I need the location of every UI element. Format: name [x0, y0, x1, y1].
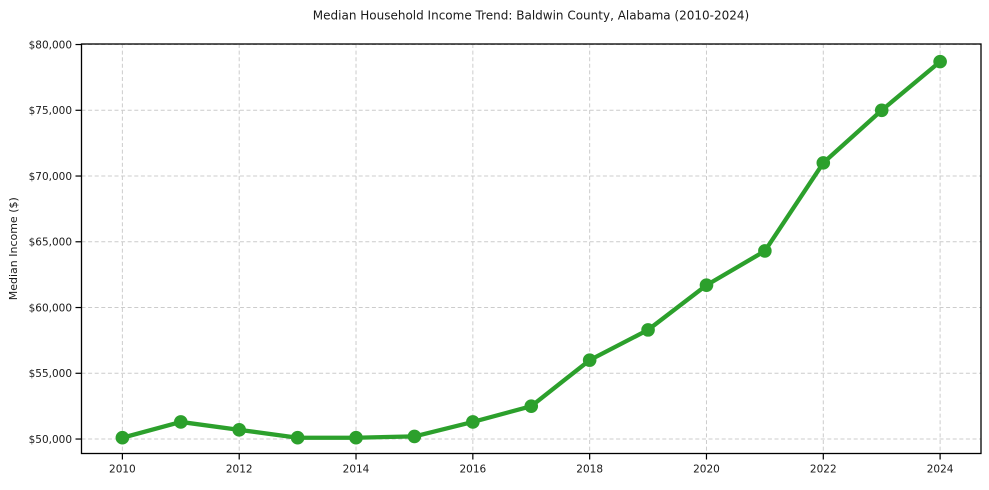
- data-point-marker: [874, 103, 889, 118]
- data-point-marker: [816, 156, 831, 170]
- x-tick-label: 2022: [810, 464, 837, 476]
- plot-border: [80, 43, 982, 455]
- y-tick-labels: $50,000 $55,000 $60,000 $65,000 $70,000 $75,0…: [29, 39, 72, 446]
- data-point-marker: [758, 244, 772, 258]
- x-tick-labels: 2010 2012 2014 2016 2018 2020 2022 2024: [109, 464, 954, 476]
- data-point-marker: [407, 429, 422, 444]
- axis-ticks: [75, 43, 941, 460]
- data-point-marker: [466, 415, 480, 429]
- x-tick-label: 2012: [226, 464, 253, 476]
- data-point-marker: [699, 278, 714, 292]
- data-point-marker: [173, 415, 188, 429]
- data-point-marker: [115, 430, 130, 445]
- y-tick-label: $60,000: [29, 302, 72, 314]
- y-tick-label: $65,000: [29, 237, 72, 249]
- y-tick-label: $80,000: [29, 39, 72, 51]
- y-tick-label: $70,000: [29, 171, 72, 183]
- x-tick-label: 2024: [927, 464, 954, 476]
- chart-title: Median Household Income Trend: Baldwin C…: [313, 9, 749, 23]
- gridlines: [81, 44, 981, 454]
- x-tick-label: 2016: [459, 464, 486, 476]
- data-point-marker: [582, 353, 597, 367]
- data-point-marker: [641, 323, 655, 337]
- x-tick-label: 2020: [693, 464, 720, 476]
- data-point-marker: [524, 399, 539, 413]
- x-tick-label: 2010: [109, 464, 136, 476]
- x-tick-label: 2014: [343, 464, 370, 476]
- data-series: [115, 54, 947, 445]
- data-point-marker: [349, 430, 363, 445]
- y-axis-label: Median Income ($): [7, 197, 20, 300]
- y-tick-label: $55,000: [29, 368, 72, 380]
- data-point-marker: [290, 430, 305, 445]
- y-tick-label: $50,000: [29, 434, 72, 446]
- data-point-marker: [232, 423, 247, 437]
- income-trend-line: [120, 59, 943, 440]
- x-tick-label: 2018: [576, 464, 603, 476]
- data-point-marker: [933, 54, 947, 69]
- y-tick-label: $75,000: [29, 105, 72, 117]
